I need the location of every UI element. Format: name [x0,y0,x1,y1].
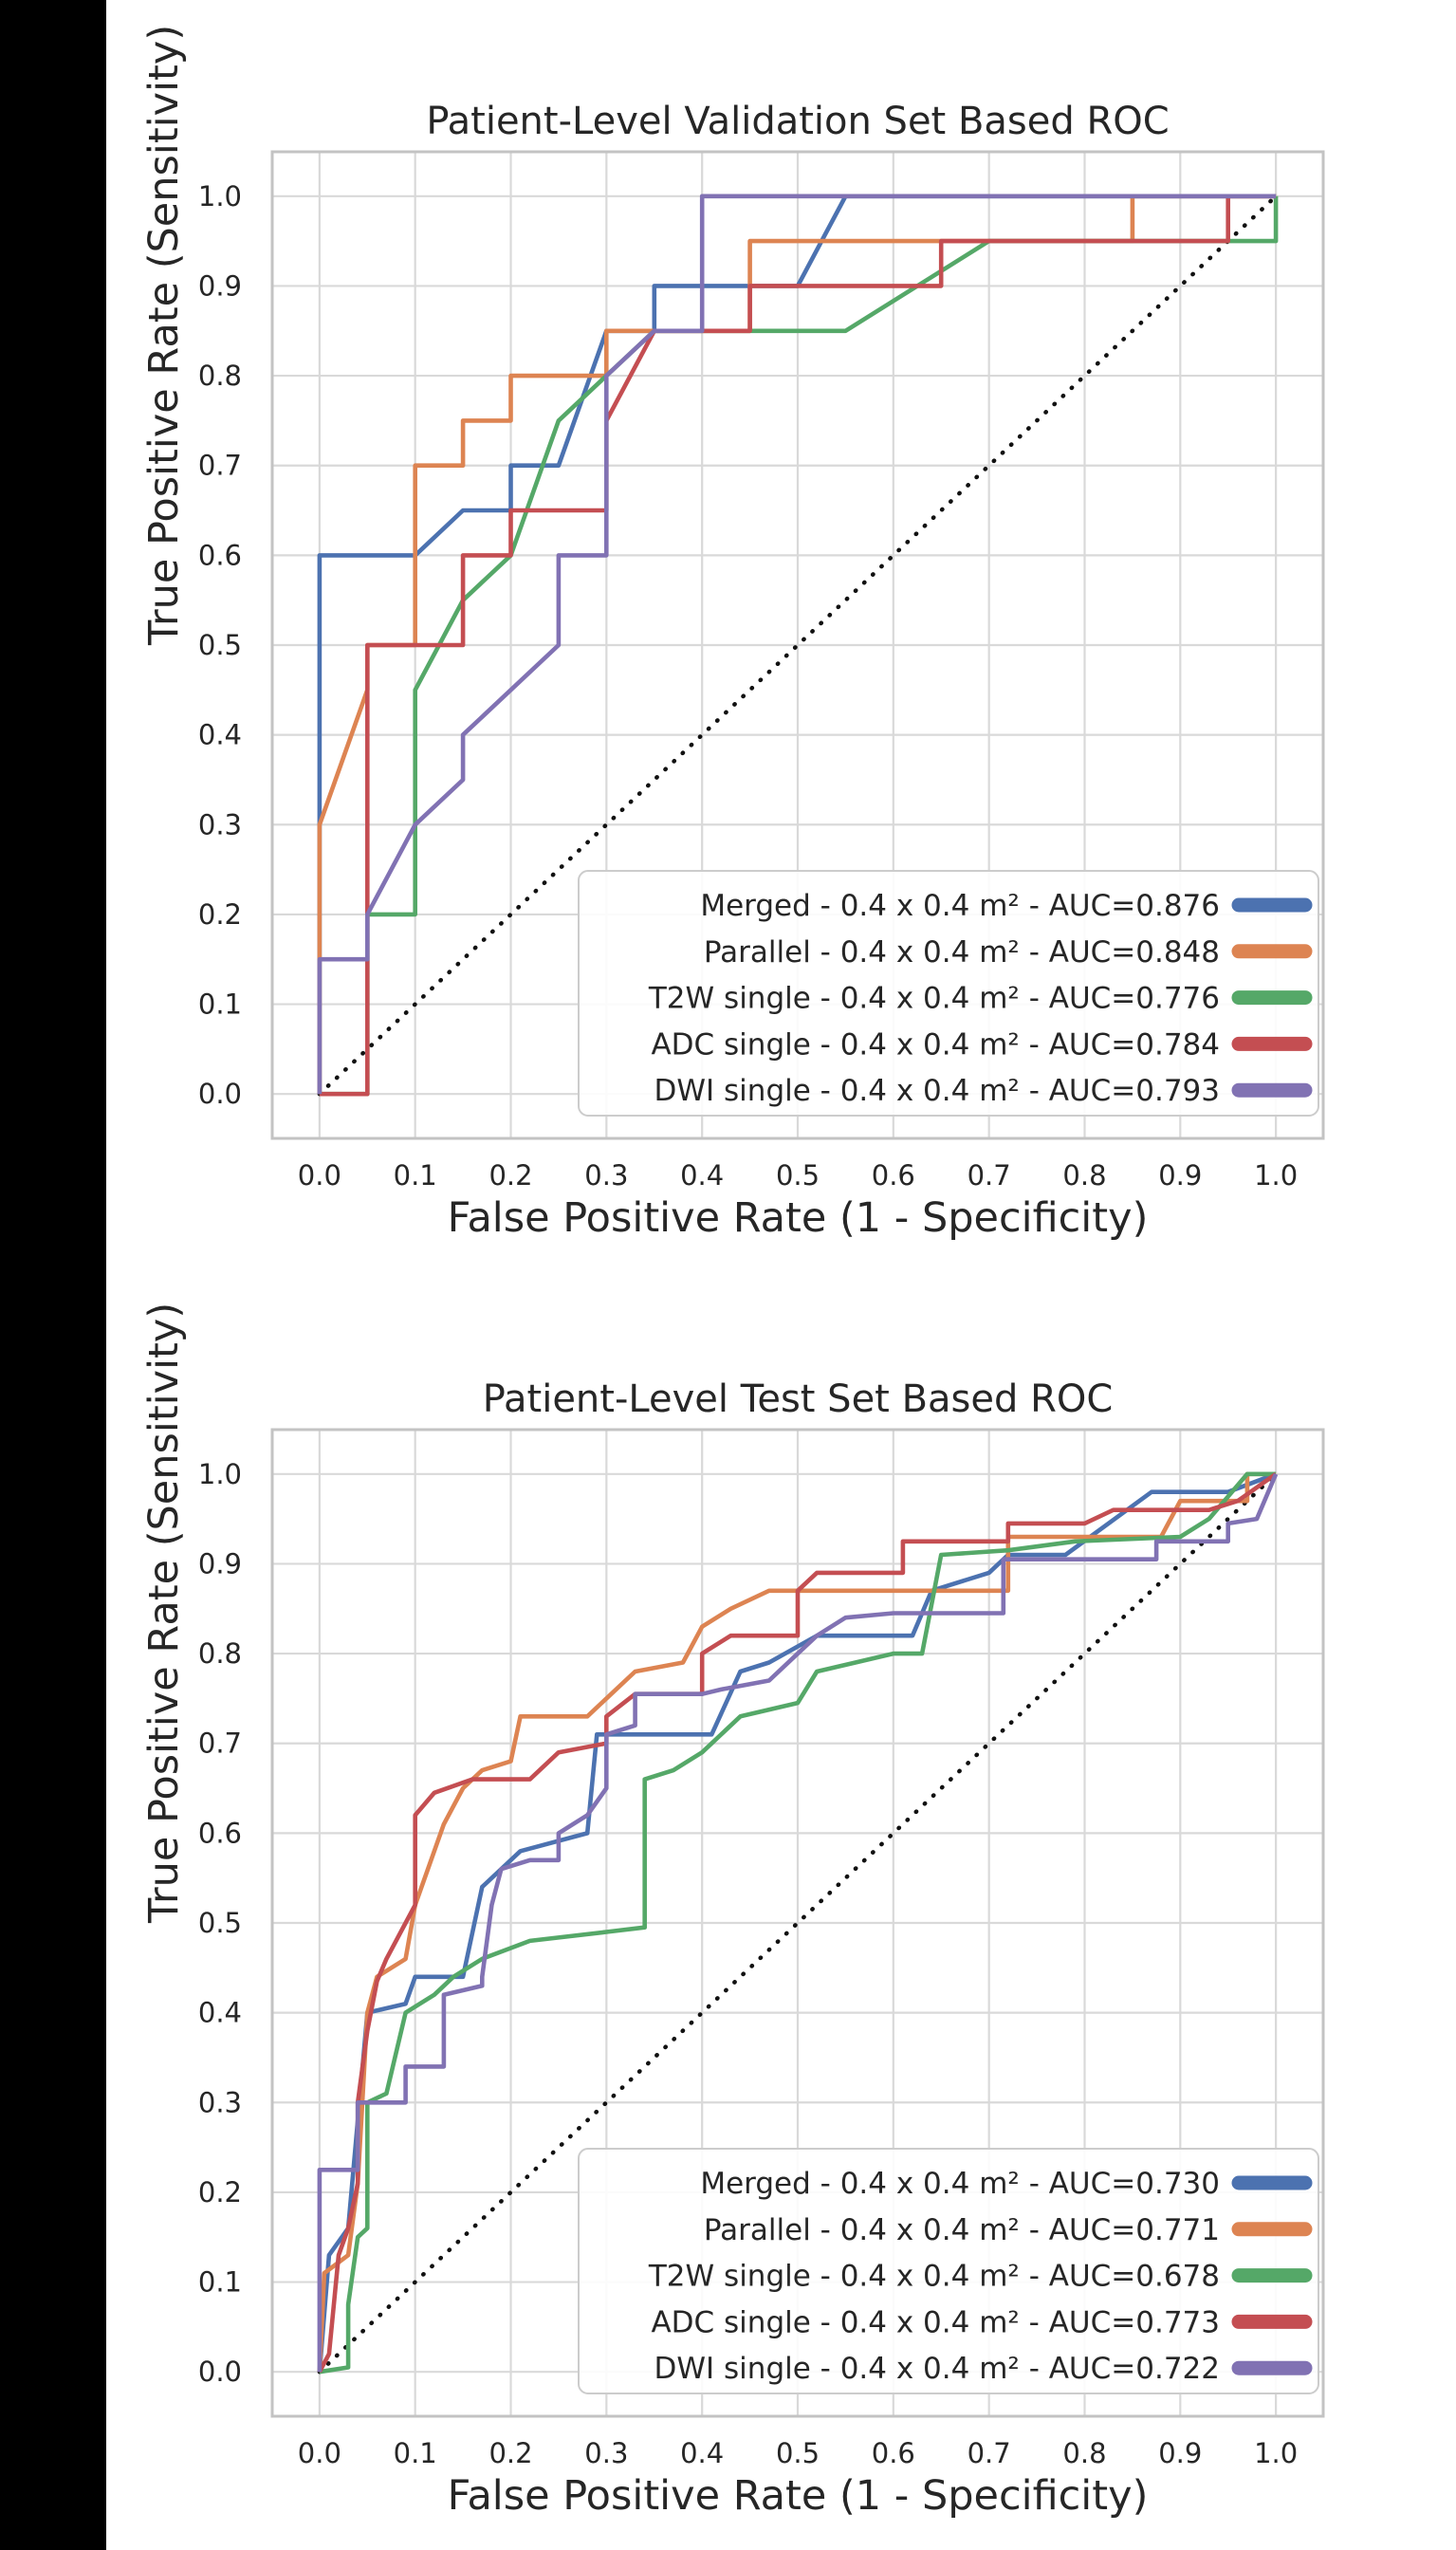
roc-curve-dwi-single [317,194,1277,1095]
x-tick-label: 0.4 [680,1159,724,1192]
y-tick-label: 0.2 [198,898,242,931]
x-tick-label: 0.0 [298,2437,341,2469]
x-tick-label: 0.0 [298,1159,341,1192]
y-tick-label: 0.8 [198,360,242,392]
y-tick-label: 0.3 [198,808,242,841]
x-tick-label: 0.6 [872,2437,915,2469]
y-tick-label: 0.3 [198,2086,242,2118]
y-tick-label: 0.1 [198,989,242,1021]
left-black-bar [0,0,106,2550]
x-tick-label: 1.0 [1254,1159,1298,1192]
roc-curve-t2w-single [319,1471,1277,2374]
x-tick-label: 0.3 [584,1159,628,1192]
plot-border [270,1428,1325,2418]
x-tick-label: 0.6 [872,1159,915,1192]
roc-curve-parallel [317,1471,1277,2373]
y-tick-label: 0.4 [198,719,242,751]
legend-label: T2W single - 0.4 x 0.4 m² - AUC=0.678 [648,2260,1220,2294]
y-tick-label: 0.4 [198,1997,242,2029]
y-tick-label: 0.5 [198,1907,242,1939]
roc-curve-adc-single [317,1471,1278,2374]
y-tick-label: 0.1 [198,2266,242,2299]
x-tick-label: 0.8 [1062,1159,1106,1192]
legend-label: Merged - 0.4 x 0.4 m² - AUC=0.730 [700,2167,1220,2201]
legend-label: Parallel - 0.4 x 0.4 m² - AUC=0.848 [704,935,1220,970]
legend-label: ADC single - 0.4 x 0.4 m² - AUC=0.773 [651,2305,1220,2339]
x-tick-label: 0.1 [394,2437,437,2469]
y-tick-label: 1.0 [198,180,242,212]
legend-label: Merged - 0.4 x 0.4 m² - AUC=0.876 [700,889,1220,923]
test-roc-figure: Patient-Level Test Set Based ROC True Po… [106,1278,1456,2550]
chance-diagonal-line [317,1471,1279,2374]
legend-box [578,2148,1319,2394]
legend-label: DWI single - 0.4 x 0.4 m² - AUC=0.722 [654,2352,1220,2386]
legend-label: Parallel - 0.4 x 0.4 m² - AUC=0.771 [704,2213,1220,2247]
legend-label: T2W single - 0.4 x 0.4 m² - AUC=0.776 [648,982,1220,1016]
y-tick-label: 1.0 [198,1458,242,1490]
y-tick-label: 0.5 [198,629,242,661]
chart-title: Patient-Level Test Set Based ROC [482,1377,1114,1421]
x-tick-label: 0.2 [488,2437,532,2469]
x-tick-label: 0.8 [1062,2437,1106,2469]
legend-label: DWI single - 0.4 x 0.4 m² - AUC=0.793 [654,1074,1220,1108]
y-tick-label: 0.8 [198,1637,242,1670]
x-tick-label: 0.3 [584,2437,628,2469]
y-tick-label: 0.9 [198,269,242,302]
legend-label: ADC single - 0.4 x 0.4 m² - AUC=0.784 [651,1027,1220,1062]
x-tick-label: 0.7 [968,2437,1011,2469]
x-axis-label: False Positive Rate (1 - Specificity) [447,2472,1149,2520]
roc-plot-canvas: 0.0 0.1 0.2 0.3 0.4 0.5 0.6 0.7 0.8 0.9 1.0 0.0 0.1 0… [198,150,1325,1192]
x-tick-label: 0.4 [680,2437,724,2469]
y-tick-label: 0.2 [198,2176,242,2208]
x-tick-label: 0.2 [488,1159,532,1192]
y-tick-label: 0.0 [198,1078,242,1110]
validation-roc-figure: Patient-Level Validation Set Based ROC T… [106,0,1456,1272]
x-tick-label: 0.1 [394,1159,437,1192]
legend-box [578,870,1319,1117]
x-tick-label: 0.9 [1158,2437,1202,2469]
roc-curve-dwi-single [317,1472,1279,2373]
y-tick-label: 0.7 [198,1728,242,1760]
x-tick-label: 1.0 [1254,2437,1298,2469]
y-tick-label: 0.6 [198,1817,242,1849]
y-tick-label: 0.7 [198,450,242,482]
plot-border [270,150,1325,1140]
x-tick-label: 0.7 [968,1159,1011,1192]
x-axis-label: False Positive Rate (1 - Specificity) [447,1194,1149,1242]
y-tick-label: 0.0 [198,2356,242,2388]
x-tick-label: 0.5 [776,2437,820,2469]
y-tick-label: 0.6 [198,539,242,571]
chance-diagonal-line [317,194,1279,1097]
roc-curve-t2w-single [319,195,1279,1097]
chart-title: Patient-Level Validation Set Based ROC [426,100,1170,143]
x-tick-label: 0.5 [776,1159,820,1192]
x-tick-label: 0.9 [1158,1159,1202,1192]
roc-plot-canvas: 0.0 0.1 0.2 0.3 0.4 0.5 0.6 0.7 0.8 0.9 1.0 0.0 0.1 0… [198,1428,1325,2469]
y-tick-label: 0.9 [198,1547,242,1580]
